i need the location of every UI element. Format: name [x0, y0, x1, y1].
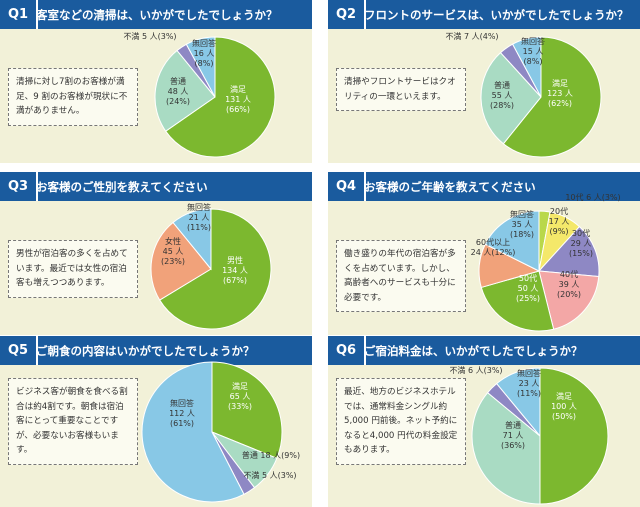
- q6-number: Q6: [335, 343, 357, 358]
- q2-number: Q2: [335, 7, 357, 22]
- panel-q2: Q2 フロントのサービスは、いかがでしたでしょうか？ 清掃やフロントサービはクオ…: [328, 0, 640, 163]
- q1-number: Q1: [7, 7, 29, 22]
- q6-header: Q6 ご宿泊料金は、いかがでしたでしょうか？: [328, 336, 640, 365]
- q5-number: Q5: [7, 343, 29, 358]
- q3-label-0: 男性 134 人(67%): [222, 255, 248, 285]
- q2-slice-0: [502, 36, 602, 158]
- q4-pie-chart: 10代 6 人(3%) 20代 17 人(9%) 30代 29 人(15%) 40代 39 …: [471, 192, 621, 332]
- q4-slice-2: [537, 225, 600, 278]
- q5-note: ビジネス客が朝食を食べる割合は約4割です。朝食は宿泊客にとって重要なことですが、…: [8, 378, 138, 465]
- q2-label-0: 満足 123 人(62%): [547, 79, 573, 108]
- q5-label-1: 普通 18 人(9%): [242, 450, 300, 460]
- q3-slice-0: [158, 208, 272, 330]
- panel-q6: Q6 ご宿泊料金は、いかがでしたでしょうか？ 最近、地方のビジネスホテルでは、通…: [328, 336, 640, 507]
- q2-title: フロントのサービスは、いかがでしたでしょうか？: [364, 7, 629, 22]
- q6-title: ご宿泊料金は、いかがでしたでしょうか？: [364, 343, 583, 358]
- panel-q5: Q5 ご朝食の内容はいかがでしたでしょうか？ ビジネス客が朝食を食べる割合は約4…: [0, 336, 312, 507]
- q2-header: Q2 フロントのサービスは、いかがでしたでしょうか？: [328, 0, 640, 29]
- q4-label-3: 40代 39 人(20%): [557, 269, 581, 299]
- q3-pie-chart: 男性 134 人(67%) 女性 45 人(23%)無回答 21 人(11%): [150, 202, 272, 330]
- panel-q4: Q4 お客様のご年齢を教えてください 働き盛りの年代の宿泊客が多くを占めています…: [328, 172, 640, 335]
- q4-header: Q4 お客様のご年齢を教えてください: [328, 172, 640, 201]
- q5-header: Q5 ご朝食の内容はいかがでしたでしょうか？: [0, 336, 312, 365]
- q6-label-1: 普通 71 人(36%): [501, 420, 525, 450]
- q2-label-1: 普通 55 人(28%): [490, 80, 514, 110]
- q5-title: ご朝食の内容はいかがでしたでしょうか？: [36, 343, 255, 358]
- q4-label-5: 60代以上 24 人(12%): [471, 237, 516, 257]
- q6-pie-chart: 満足 100 人(50%) 普通 71 人(36%) 不満 6 人(3%) 無回答 23 人…: [449, 366, 609, 505]
- q4-label-4: 50代 50 人(25%): [516, 273, 540, 303]
- q6-slice-3: [495, 367, 541, 438]
- q4-label-1: 20代 17 人(9%): [549, 206, 570, 236]
- q6-slice-0: [539, 367, 609, 505]
- q6-label-3: 無回答 23 人(11%): [517, 368, 541, 398]
- q6-note: 最近、地方のビジネスホテルでは、通常料金シングル約 5,000 円前後。ネット予…: [336, 378, 466, 465]
- q5-label-0: 満足 65 人(33%): [228, 382, 252, 411]
- q1-label-1: 普通 48 人(24%): [166, 76, 190, 106]
- q1-header: Q1 客室などの清掃は、いかがでしたでしょうか？: [0, 0, 312, 29]
- q4-note: 働き盛りの年代の宿泊客が多くを占めています。しかし、高齢者へのサービスも十分に必…: [336, 240, 466, 312]
- q3-slice-2: [172, 208, 212, 271]
- q2-slice-1: [480, 51, 542, 145]
- q5-slice-0: [211, 361, 283, 459]
- q5-pie-chart: 満足 65 人(33%) 普通 18 人(9%) 不満 5 人(3%) 無回答 112 人…: [141, 361, 300, 503]
- q3-label-1: 女性 45 人(23%): [161, 236, 185, 266]
- q1-pie-chart: 満足 131 人(66%) 普通 48 人(24%) 不満 5 人(3%) 無回答 16 人…: [123, 32, 276, 158]
- q5-label-3: 無回答 112 人(61%): [169, 398, 195, 428]
- q3-header: Q3 お客様のご性別を教えてください: [0, 172, 312, 201]
- q4-title: お客様のご年齢を教えてください: [364, 179, 536, 194]
- panel-q3: Q3 お客様のご性別を教えてください 男性が宿泊客の多くを占めています。最近では…: [0, 172, 312, 335]
- q2-label-2: 不満 7 人(4%): [445, 32, 498, 41]
- q4-label-0: 10代 6 人(3%): [565, 192, 620, 202]
- q6-label-0: 満足 100 人(50%): [551, 392, 577, 421]
- q3-slice-1: [150, 221, 212, 301]
- q3-title: お客様のご性別を教えてください: [36, 179, 208, 194]
- q2-slice-3: [511, 36, 542, 98]
- q2-pie-chart: 満足 123 人(62%) 普通 55 人(28%) 不満 7 人(4%) 無回答 15 人…: [445, 32, 602, 158]
- q1-slice-0: [165, 36, 276, 158]
- q1-title: 客室などの清掃は、いかがでしたでしょうか？: [36, 7, 278, 22]
- q3-note: 男性が宿泊客の多くを占めています。最近では女性の宿泊客も増えつつあります。: [8, 240, 138, 298]
- q1-label-2: 不満 5 人(3%): [123, 32, 176, 41]
- q5-label-2: 不満 5 人(3%): [243, 471, 296, 480]
- q1-label-3: 無回答 16 人(8%): [192, 38, 216, 68]
- q4-label-2: 30代 29 人(15%): [569, 228, 593, 258]
- q3-number: Q3: [7, 179, 29, 194]
- q1-slice-3: [185, 36, 216, 98]
- panel-q1: Q1 客室などの清掃は、いかがでしたでしょうか？ 清掃に対し7割のお客様が満足、…: [0, 0, 312, 163]
- q4-label-6: 無回答 35 人(18%): [510, 209, 534, 239]
- q1-label-0: 満足 131 人(66%): [225, 85, 251, 114]
- q4-slice-4: [480, 270, 555, 332]
- q6-slice-1: [471, 391, 541, 505]
- q2-note: 清掃やフロントサービはクオリティの一環といえます。: [336, 68, 466, 111]
- q4-slice-3: [538, 270, 600, 330]
- q3-label-2: 無回答 21 人(11%): [187, 202, 211, 232]
- q2-label-3: 無回答 15 人(8%): [521, 36, 545, 66]
- q1-slice-1: [154, 49, 216, 132]
- q4-slice-6: [484, 210, 540, 272]
- q6-label-2: 不満 6 人(3%): [449, 366, 502, 375]
- q1-note: 清掃に対し7割のお客様が満足、9 割のお客様が現状に不満がありません。: [8, 68, 138, 126]
- q5-slice-3: [141, 361, 245, 503]
- q4-number: Q4: [335, 179, 357, 194]
